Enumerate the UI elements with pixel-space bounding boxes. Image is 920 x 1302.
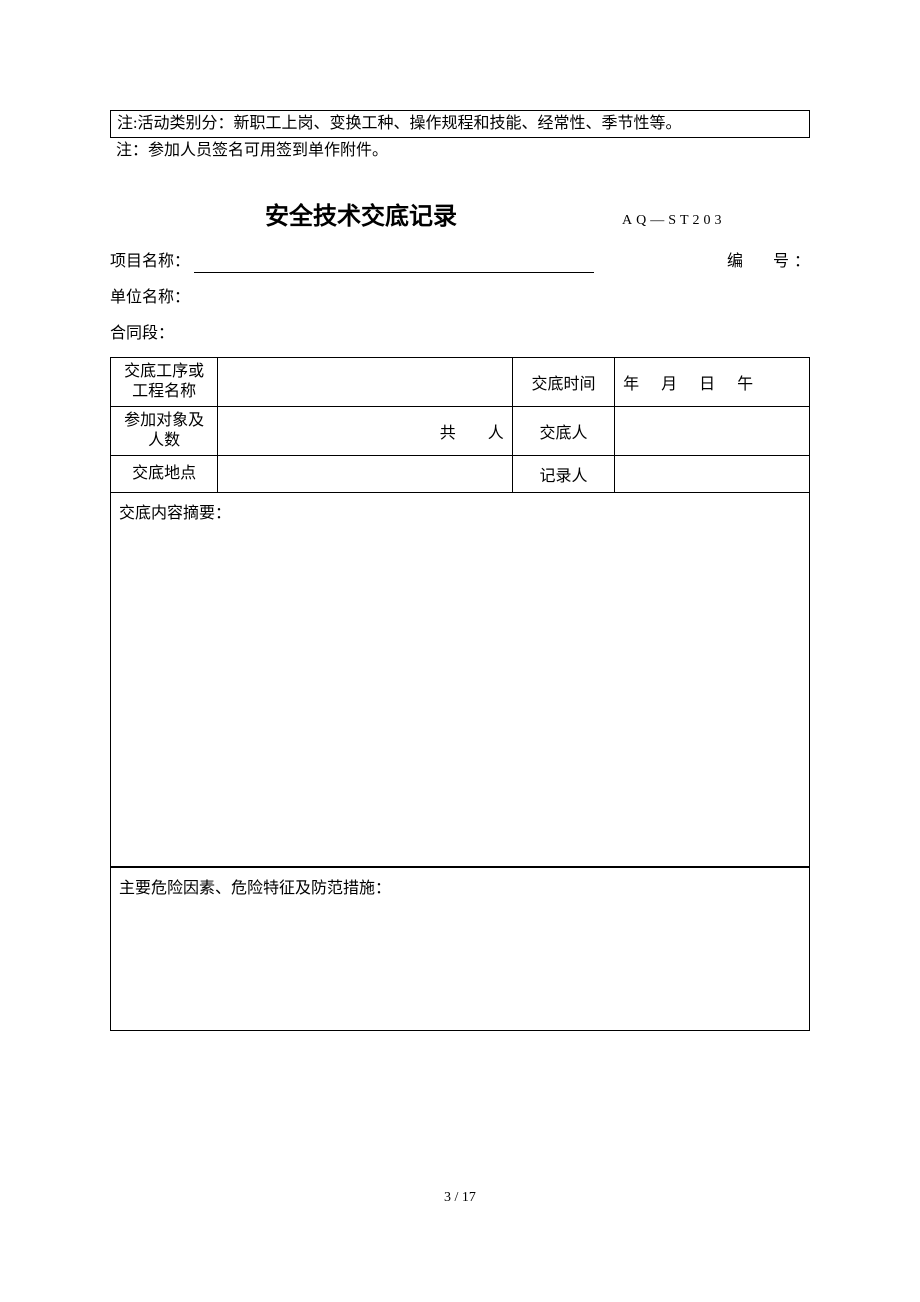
unit-line: 单位名称： <box>110 287 810 309</box>
summary-label: 交底内容摘要： <box>119 505 231 522</box>
table-row: 交底工序或工程名称 交底时间 年月日午 <box>111 358 810 407</box>
measures-box: 主要危险因素、危险特征及防范措施： <box>110 867 810 1031</box>
doc-code: AQ—ST203 <box>622 213 726 229</box>
summary-box: 交底内容摘要： <box>110 493 810 867</box>
number-colon: ： <box>794 251 810 273</box>
cell-presenter-label: 交底人 <box>512 407 614 456</box>
main-table: 交底工序或工程名称 交底时间 年月日午 参加对象及人数 共 人 交底人 交底地点… <box>110 357 810 493</box>
cell-location-label: 交底地点 <box>111 456 218 493</box>
cell-recorder-value <box>615 456 810 493</box>
table-row: 参加对象及人数 共 人 交底人 <box>111 407 810 456</box>
cell-location-value <box>218 456 512 493</box>
contract-label: 合同段： <box>110 325 174 342</box>
project-label: 项目名称： <box>110 251 190 273</box>
cell-date-value: 年月日午 <box>615 358 810 407</box>
page-content: 注:活动类别分：新职工上岗、变换工种、操作规程和技能、经常性、季节性等。 注：参… <box>0 0 920 1031</box>
page-footer: 3 / 17 <box>0 1190 920 1206</box>
cell-procedure-label: 交底工序或工程名称 <box>111 358 218 407</box>
unit-label: 单位名称： <box>110 289 190 306</box>
cell-participants-value: 共 人 <box>218 407 512 456</box>
note-outside: 注：参加人员签名可用签到单作附件。 <box>110 138 810 164</box>
note-box: 注:活动类别分：新职工上岗、变换工种、操作规程和技能、经常性、季节性等。 <box>110 110 810 138</box>
project-line: 项目名称： 编号 ： <box>110 251 810 273</box>
main-title: 安全技术交底记录 <box>265 196 457 231</box>
contract-line: 合同段： <box>110 323 810 345</box>
cell-procedure-value <box>218 358 512 407</box>
cell-presenter-value <box>615 407 810 456</box>
cell-recorder-label: 记录人 <box>512 456 614 493</box>
table-row: 交底地点 记录人 <box>111 456 810 493</box>
measures-label: 主要危险因素、危险特征及防范措施： <box>119 880 391 897</box>
cell-participants-label: 参加对象及人数 <box>111 407 218 456</box>
cell-time-label: 交底时间 <box>512 358 614 407</box>
note-boxed-text: 注:活动类别分：新职工上岗、变换工种、操作规程和技能、经常性、季节性等。 <box>117 115 681 132</box>
title-row: 安全技术交底记录 AQ—ST203 <box>110 196 810 231</box>
project-underline <box>194 251 594 273</box>
note-outside-text: 注：参加人员签名可用签到单作附件。 <box>116 142 388 159</box>
